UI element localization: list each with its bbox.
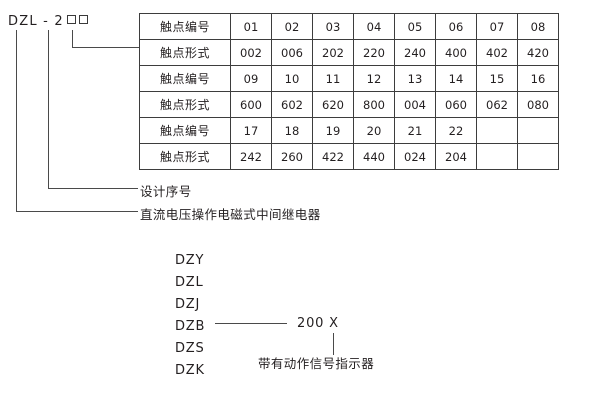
- table-cell: 01: [230, 13, 272, 40]
- table-cell: 006: [271, 39, 313, 66]
- table-row: 触点编号 17 18 19 20 21 22: [139, 117, 559, 144]
- table-cell: 004: [394, 91, 436, 118]
- table-cell: 060: [435, 91, 477, 118]
- table-row: 触点编号 01 02 03 04 05 06 07 08: [139, 13, 559, 40]
- row-label: 触点形式: [139, 39, 231, 66]
- table-cell: 17: [230, 117, 272, 144]
- model-code-header: DZL - 2: [8, 14, 88, 29]
- table-cell: 09: [230, 65, 272, 92]
- annotation-indicator-note: 带有动作信号指示器: [258, 356, 375, 371]
- table-row: 触点编号 09 10 11 12 13 14 15 16: [139, 65, 559, 92]
- table-cell: 05: [394, 13, 436, 40]
- table-cell: 800: [353, 91, 395, 118]
- annotation-relay-description: 直流电压操作电磁式中间继电器: [140, 207, 321, 222]
- table-cell: 11: [312, 65, 354, 92]
- indicator-leader-line: [333, 333, 334, 355]
- contact-table: 触点编号 01 02 03 04 05 06 07 08 触点形式 002 00…: [139, 13, 559, 170]
- placeholder-box-icon: [66, 15, 76, 24]
- row-label: 触点编号: [139, 13, 231, 40]
- table-cell: 240: [394, 39, 436, 66]
- leader-line-2-vertical: [48, 30, 49, 189]
- series-suffix-label: 200 X: [297, 316, 339, 331]
- table-row: 触点形式 002 006 202 220 240 400 402 420: [139, 39, 559, 66]
- contact-table-body: 触点编号 01 02 03 04 05 06 07 08 触点形式 002 00…: [139, 13, 559, 170]
- leader-line-2-horizontal: [48, 188, 138, 189]
- table-cell: 18: [271, 117, 313, 144]
- table-cell: 10: [271, 65, 313, 92]
- table-cell: 422: [312, 143, 354, 170]
- table-cell: 420: [517, 39, 559, 66]
- series-list: DZY DZL DZJ DZB DZS DZK: [175, 250, 205, 382]
- table-cell: 02: [271, 13, 313, 40]
- series-connector-line: [215, 323, 287, 324]
- list-item: DZJ: [175, 297, 201, 312]
- model-code-prefix: DZL - 2: [8, 14, 64, 29]
- table-cell: 07: [476, 13, 518, 40]
- list-item: DZK: [175, 363, 205, 378]
- table-cell: 19: [312, 117, 354, 144]
- leader-line-3-horizontal: [72, 47, 139, 48]
- table-row: 触点形式 242 260 422 440 024 204: [139, 143, 559, 170]
- table-cell: 600: [230, 91, 272, 118]
- table-cell: 220: [353, 39, 395, 66]
- table-cell: 602: [271, 91, 313, 118]
- table-cell: 400: [435, 39, 477, 66]
- leader-line-3-vertical: [72, 30, 73, 48]
- table-cell: 21: [394, 117, 436, 144]
- row-label: 触点编号: [139, 65, 231, 92]
- table-cell: 204: [435, 143, 477, 170]
- table-cell: 402: [476, 39, 518, 66]
- table-cell: [517, 143, 559, 170]
- table-row: 触点形式 600 602 620 800 004 060 062 080: [139, 91, 559, 118]
- table-cell: [476, 117, 518, 144]
- row-label: 触点编号: [139, 117, 231, 144]
- table-cell: 202: [312, 39, 354, 66]
- table-cell: 06: [435, 13, 477, 40]
- list-item: DZY: [175, 253, 205, 268]
- table-cell: 15: [476, 65, 518, 92]
- table-cell: 002: [230, 39, 272, 66]
- leader-line-1-vertical: [16, 30, 17, 212]
- table-cell: 620: [312, 91, 354, 118]
- annotation-design-serial: 设计序号: [140, 184, 192, 199]
- row-label: 触点形式: [139, 91, 231, 118]
- list-item: DZS: [175, 341, 205, 356]
- row-label: 触点形式: [139, 143, 231, 170]
- table-cell: 08: [517, 13, 559, 40]
- placeholder-box-icon: [78, 15, 88, 24]
- table-cell: 22: [435, 117, 477, 144]
- table-cell: [517, 117, 559, 144]
- table-cell: 440: [353, 143, 395, 170]
- table-cell: 20: [353, 117, 395, 144]
- table-cell: 04: [353, 13, 395, 40]
- table-cell: 260: [271, 143, 313, 170]
- table-cell: 14: [435, 65, 477, 92]
- table-cell: 062: [476, 91, 518, 118]
- table-cell: 16: [517, 65, 559, 92]
- table-cell: 080: [517, 91, 559, 118]
- table-cell: 242: [230, 143, 272, 170]
- list-item: DZL: [175, 275, 204, 290]
- list-item: DZB: [175, 319, 206, 334]
- table-cell: 13: [394, 65, 436, 92]
- table-cell: 03: [312, 13, 354, 40]
- table-cell: [476, 143, 518, 170]
- leader-line-1-horizontal: [16, 211, 138, 212]
- table-cell: 12: [353, 65, 395, 92]
- table-cell: 024: [394, 143, 436, 170]
